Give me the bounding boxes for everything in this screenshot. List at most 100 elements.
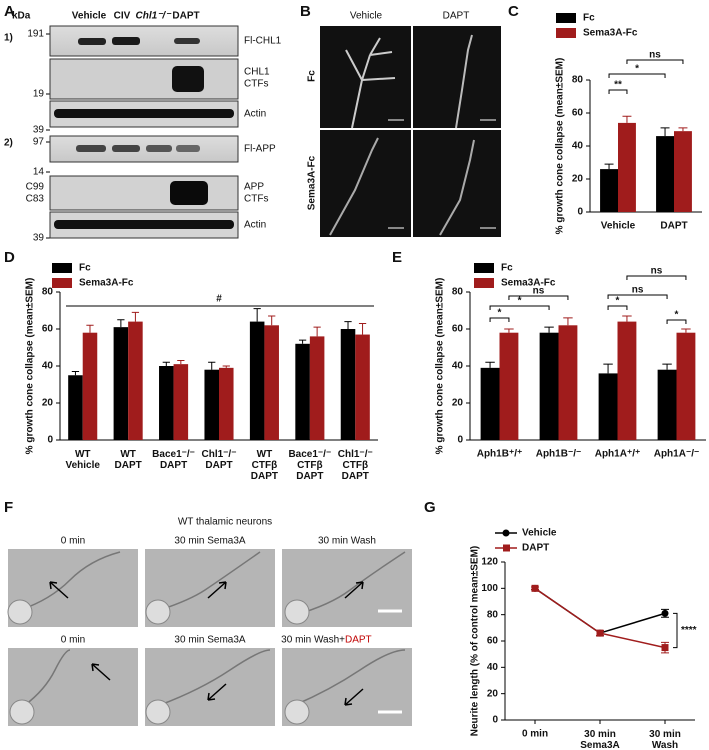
significance-bracket [607,305,628,310]
blot-label: CTFs [244,194,268,205]
size-marker: 14 [33,167,45,178]
lane-label: DAPT [172,11,199,22]
bar [617,321,637,440]
blot [49,175,239,211]
x-tick-label: WT CTFβ DAPT [251,449,278,482]
significance-bracket [607,294,668,299]
significance-bracket [626,275,687,280]
error-bar [208,361,216,370]
error-bar [485,361,495,368]
x-tick-label: Aph1B⁺/⁺ [477,449,523,460]
bar [676,332,696,440]
panel-label: A [4,3,15,20]
y-tick-label: 20 [42,398,54,409]
image-label: 0 min [61,635,85,646]
blot-label: Fl-CHL1 [244,36,282,47]
x-tick-label: Chl1⁻/⁻ DAPT [201,449,236,471]
significance-label: ns [651,266,663,277]
y-tick-label: 80 [452,287,464,298]
legend-label: DAPT [522,543,549,554]
error-bar [622,115,632,123]
bar [674,131,692,212]
bar [355,334,370,440]
bar [295,343,310,440]
lane-label: Chl1⁻/⁻ [135,11,172,22]
point [661,644,669,652]
bar [159,366,174,440]
error-bar [222,365,230,368]
bar [82,332,98,440]
error-bar [86,324,94,333]
legend-label: Sema3A-Fc [79,278,134,289]
size-marker: C83 [26,194,45,205]
significance-bracket [508,295,569,300]
y-tick-label: 20 [487,688,499,699]
error-bar [162,361,170,366]
series-line [534,587,666,634]
dic-images: WT thalamic neurons 0 min 30 min Sema3A … [7,517,412,726]
bar [249,321,265,440]
panel-title: WT thalamic neurons [178,517,272,528]
bar [499,332,519,440]
legend-swatch [52,263,72,273]
x-tick-label: Bace1⁻/⁻ DAPT [152,449,195,471]
western-blots: kDa Vehicle CIV Chl1⁻/⁻ DAPT 1) 2) 191 1… [4,11,282,244]
image [413,26,501,128]
panel-label: E [392,249,402,266]
legend-swatch [474,263,494,273]
blot-label: Fl-APP [244,144,276,155]
size-marker: 39 [33,125,45,136]
y-tick-label: 60 [42,324,54,335]
row-label: Fc [307,70,318,82]
y-tick-label: 120 [481,557,498,568]
legend-label: Sema3A-Fc [583,28,638,39]
x-tick-label: Bace1⁻/⁻ CTFβ DAPT [288,449,331,482]
point [596,629,604,637]
y-tick-label: 20 [452,398,464,409]
bar [264,325,279,440]
significance-bracket [666,319,687,324]
y-axis-label: % growth cone collapse (mean±SEM) [25,278,36,455]
y-axis-label: Neurite length (% of control mean±SEM) [470,546,481,737]
error-bar [358,322,367,335]
point [661,609,669,617]
legend-swatch [52,278,72,288]
error-bar [660,127,670,137]
x-tick-label: WT DAPT [115,449,142,471]
y-tick-label: 40 [42,361,54,372]
significance-bracket [608,89,628,94]
bar [128,321,143,440]
image-label: 30 min Sema3A [174,536,245,547]
x-tick-label: Vehicle [601,221,636,232]
y-axis-label: % growth cone collapse (mean±SEM) [555,58,566,235]
x-tick-label: Chl1⁻/⁻ CTFβ DAPT [338,449,373,482]
error-bar [117,319,125,328]
fluorescence-images: Vehicle DAPT Fc Sema3A-Fc [307,11,501,237]
y-tick-label: 40 [487,662,499,673]
x-tick-label: Aph1A⁻/⁻ [654,449,700,460]
error-bar [544,326,554,333]
bar [656,136,674,212]
x-tick-label: 0 min [522,729,548,740]
significance-bracket [608,73,666,78]
panel-label: F [4,499,13,516]
image-label-drug: DAPT [345,635,372,646]
point [531,584,539,592]
kda-header: kDa [12,11,31,22]
size-marker: 19 [33,89,45,100]
significance-label: **** [681,625,697,636]
blot-label: CTFs [244,79,268,90]
panel-label: C [508,3,519,20]
y-tick-label: 0 [577,207,583,218]
significance-bracket [489,305,550,310]
significance-label: ns [649,50,661,61]
charts: 0 20 40 60 80 % growth cone collapse (mean±SE… [25,13,706,750]
size-marker: 97 [33,137,45,148]
y-tick-label: 60 [487,636,499,647]
column-label: Vehicle [350,11,383,22]
legend-swatch [556,28,576,38]
y-tick-label: 60 [572,108,584,119]
x-tick-label: Aph1B⁻/⁻ [536,449,582,460]
error-bar [681,328,691,333]
x-tick-label: DAPT [660,221,687,232]
